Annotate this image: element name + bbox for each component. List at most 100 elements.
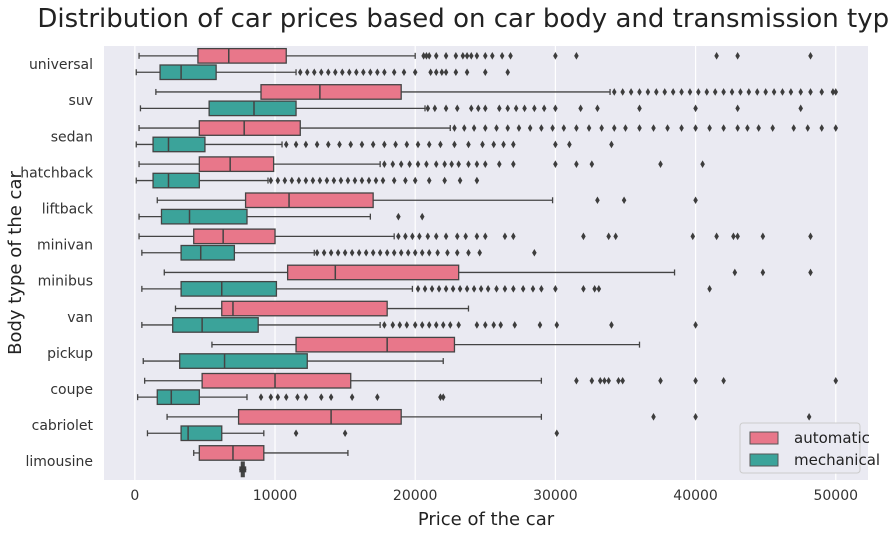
box-minibus-automatic bbox=[163, 264, 813, 281]
box-iqr bbox=[180, 280, 278, 297]
x-tick-label: 0 bbox=[130, 488, 139, 504]
x-tick-label: 10000 bbox=[253, 488, 298, 504]
outlier-point bbox=[763, 88, 768, 96]
outlier-point bbox=[696, 88, 701, 96]
outlier-point bbox=[317, 176, 323, 185]
box-pickup-mechanical bbox=[142, 353, 444, 369]
outlier-point bbox=[415, 285, 421, 293]
outlier-point bbox=[456, 321, 461, 329]
outlier-point bbox=[480, 140, 485, 149]
outlier-point bbox=[384, 248, 390, 257]
outlier-point bbox=[483, 321, 488, 329]
outlier-point bbox=[295, 393, 300, 401]
outlier-point bbox=[530, 285, 536, 293]
outlier-point bbox=[380, 176, 386, 185]
outlier-point bbox=[798, 104, 803, 113]
outlier-point bbox=[651, 124, 656, 132]
outlier-point bbox=[833, 88, 839, 96]
outlier-point bbox=[483, 160, 488, 168]
outlier-point bbox=[516, 124, 522, 132]
outlier-point bbox=[382, 140, 387, 149]
outlier-point bbox=[714, 52, 719, 60]
outlier-point bbox=[426, 52, 432, 60]
outlier-point bbox=[732, 268, 738, 277]
box-van-mechanical bbox=[141, 317, 698, 333]
outlier-point bbox=[432, 104, 438, 113]
y-tick-label: cabriolet bbox=[32, 418, 94, 434]
outlier-point bbox=[375, 68, 380, 77]
outlier-point bbox=[574, 376, 579, 385]
outlier-point bbox=[511, 140, 516, 149]
outlier-point bbox=[293, 429, 299, 438]
outlier-point bbox=[324, 176, 330, 185]
outlier-point bbox=[522, 104, 527, 113]
box-universal-mechanical bbox=[135, 64, 511, 81]
outlier-point bbox=[806, 413, 812, 421]
outlier-point bbox=[620, 376, 625, 385]
outlier-point bbox=[735, 52, 740, 60]
outlier-point bbox=[490, 52, 495, 60]
outlier-point bbox=[561, 124, 567, 132]
gridlines bbox=[134, 46, 837, 480]
outlier-point bbox=[412, 248, 418, 257]
outlier-point bbox=[407, 160, 412, 168]
x-tick-label: 30000 bbox=[533, 488, 578, 504]
outlier-point bbox=[438, 140, 443, 149]
outlier-point bbox=[609, 321, 614, 329]
outlier-point bbox=[412, 321, 418, 329]
outlier-point bbox=[377, 248, 383, 257]
box-liftback-mechanical bbox=[138, 208, 425, 225]
outlier-point bbox=[356, 248, 362, 257]
outlier-point bbox=[442, 176, 447, 185]
outlier-point bbox=[574, 124, 579, 132]
outlier-point bbox=[628, 88, 634, 96]
outlier-point bbox=[471, 124, 477, 132]
outlier-point bbox=[738, 88, 743, 96]
outlier-point bbox=[805, 124, 811, 132]
outlier-point bbox=[460, 52, 466, 60]
box-iqr bbox=[198, 156, 275, 173]
outlier-point bbox=[440, 321, 446, 329]
outlier-point bbox=[485, 285, 491, 293]
outlier-point bbox=[620, 88, 625, 96]
outlier-point bbox=[303, 176, 309, 185]
outlier-point bbox=[788, 88, 794, 96]
outlier-point bbox=[454, 232, 460, 241]
box-iqr bbox=[160, 208, 248, 225]
outlier-point bbox=[511, 285, 516, 293]
outlier-point bbox=[419, 321, 425, 329]
outlier-point bbox=[450, 285, 456, 293]
outlier-point bbox=[499, 52, 505, 60]
outlier-point bbox=[370, 140, 376, 149]
outlier-point bbox=[275, 176, 281, 185]
outlier-point bbox=[363, 248, 369, 257]
outlier-point bbox=[830, 88, 836, 96]
outlier-point bbox=[670, 88, 676, 96]
outlier-point bbox=[443, 68, 449, 77]
outlier-point bbox=[426, 321, 432, 329]
outlier-point bbox=[439, 68, 445, 77]
outlier-point bbox=[469, 52, 474, 60]
outlier-point bbox=[665, 124, 670, 132]
outlier-point bbox=[463, 232, 468, 241]
outlier-point bbox=[687, 88, 693, 96]
outlier-point bbox=[505, 68, 511, 77]
y-tick-label: minibus bbox=[38, 274, 93, 290]
outlier-point bbox=[471, 285, 477, 293]
box-iqr bbox=[179, 353, 308, 369]
box-coupe-mechanical bbox=[136, 389, 446, 406]
outlier-point bbox=[443, 232, 449, 241]
box-series bbox=[135, 47, 839, 478]
outlier-point bbox=[445, 248, 450, 257]
outlier-point bbox=[599, 124, 604, 132]
outlier-point bbox=[359, 176, 365, 185]
outlier-point bbox=[654, 88, 659, 96]
outlier-point bbox=[651, 413, 656, 421]
outlier-point bbox=[331, 176, 337, 185]
box-van-automatic bbox=[174, 300, 470, 317]
outlier-point bbox=[780, 88, 785, 96]
box-iqr bbox=[208, 100, 297, 117]
outlier-point bbox=[349, 248, 355, 257]
outlier-point bbox=[415, 160, 421, 168]
outlier-point bbox=[574, 160, 579, 168]
